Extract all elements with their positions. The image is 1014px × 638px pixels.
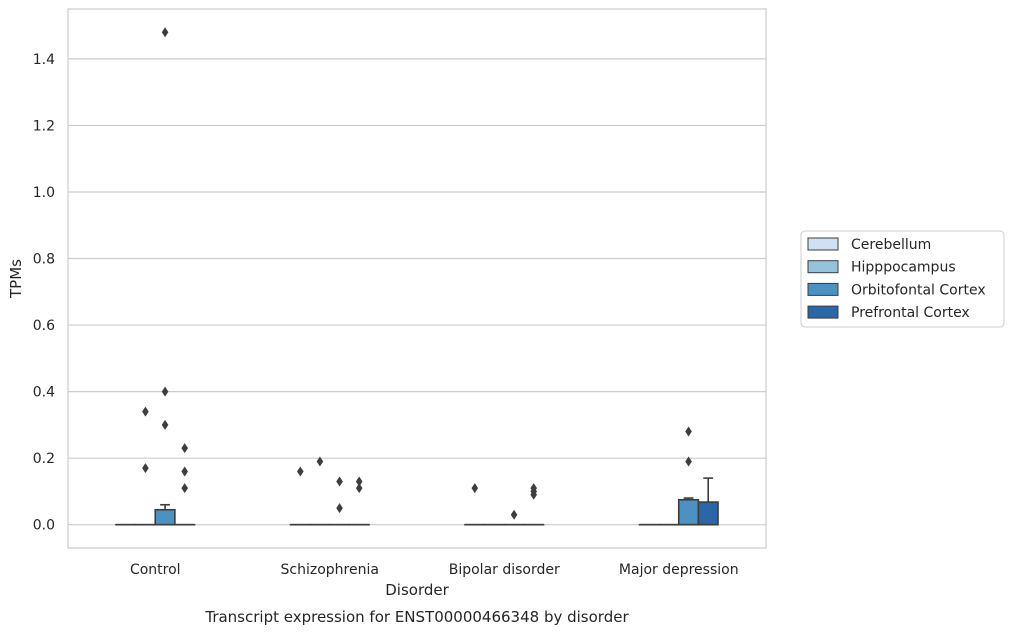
- outlier-point: [297, 466, 304, 476]
- y-tick-labels: 0.0 0.2 0.4 0.6 0.8 1.0 1.2 1.4: [33, 52, 55, 534]
- outlier-point: [181, 483, 188, 493]
- box: [698, 502, 718, 525]
- y-tick-label: 0.6: [33, 318, 55, 334]
- legend: Cerebellum Hipppocampus Orbitofontal Corte…: [801, 231, 1004, 327]
- y-axis-title: TPMs: [7, 259, 25, 299]
- y-tick-label: 1.4: [33, 52, 55, 68]
- x-tick-label: Control: [130, 562, 181, 578]
- x-tick-label: Major depression: [619, 562, 739, 578]
- outlier-point: [336, 503, 343, 513]
- plot-frame: [68, 9, 766, 548]
- legend-swatch: [808, 306, 838, 318]
- outlier-point: [181, 443, 188, 453]
- box-prefrontal-cortex: [698, 478, 718, 525]
- outlier-point: [162, 27, 169, 37]
- legend-label: Cerebellum: [851, 237, 931, 253]
- outlier-point: [142, 407, 149, 417]
- legend-swatch: [808, 261, 838, 273]
- legend-swatch: [808, 238, 838, 250]
- x-axis-title: Disorder: [385, 581, 449, 599]
- y-tick-label: 0.4: [33, 385, 55, 401]
- y-tick-label: 0.2: [33, 451, 55, 467]
- y-tick-label: 0.8: [33, 252, 55, 268]
- outlier-point: [181, 466, 188, 476]
- legend-label: Prefrontal Cortex: [851, 305, 970, 321]
- box: [679, 500, 699, 525]
- outlier-point: [511, 510, 518, 520]
- outlier-point: [162, 387, 169, 397]
- legend-label: Hipppocampus: [851, 260, 956, 276]
- outlier-point: [472, 483, 479, 493]
- y-tick-label: 0.0: [33, 518, 55, 534]
- x-tick-label: Schizophrenia: [281, 562, 379, 578]
- box-groups: [116, 478, 718, 525]
- outlier-point: [142, 463, 149, 473]
- gridlines: [68, 59, 766, 525]
- box: [155, 510, 175, 525]
- y-tick-label: 1.2: [33, 118, 55, 134]
- outlier-points: [142, 27, 692, 519]
- box-orbitofontal-cortex: [679, 498, 699, 525]
- x-tick-labels: Control Schizophrenia Bipolar disorder Majo…: [130, 562, 739, 578]
- x-tick-label: Bipolar disorder: [449, 562, 560, 578]
- box-orbitofontal-cortex: [155, 505, 175, 525]
- chart-caption: Transcript expression for ENST0000046634…: [204, 608, 629, 626]
- outlier-point: [336, 476, 343, 486]
- outlier-point: [685, 427, 692, 437]
- outlier-point: [162, 420, 169, 430]
- outlier-point: [356, 476, 363, 486]
- legend-swatch: [808, 283, 838, 295]
- y-tick-label: 1.0: [33, 185, 55, 201]
- legend-label: Orbitofontal Cortex: [851, 282, 986, 298]
